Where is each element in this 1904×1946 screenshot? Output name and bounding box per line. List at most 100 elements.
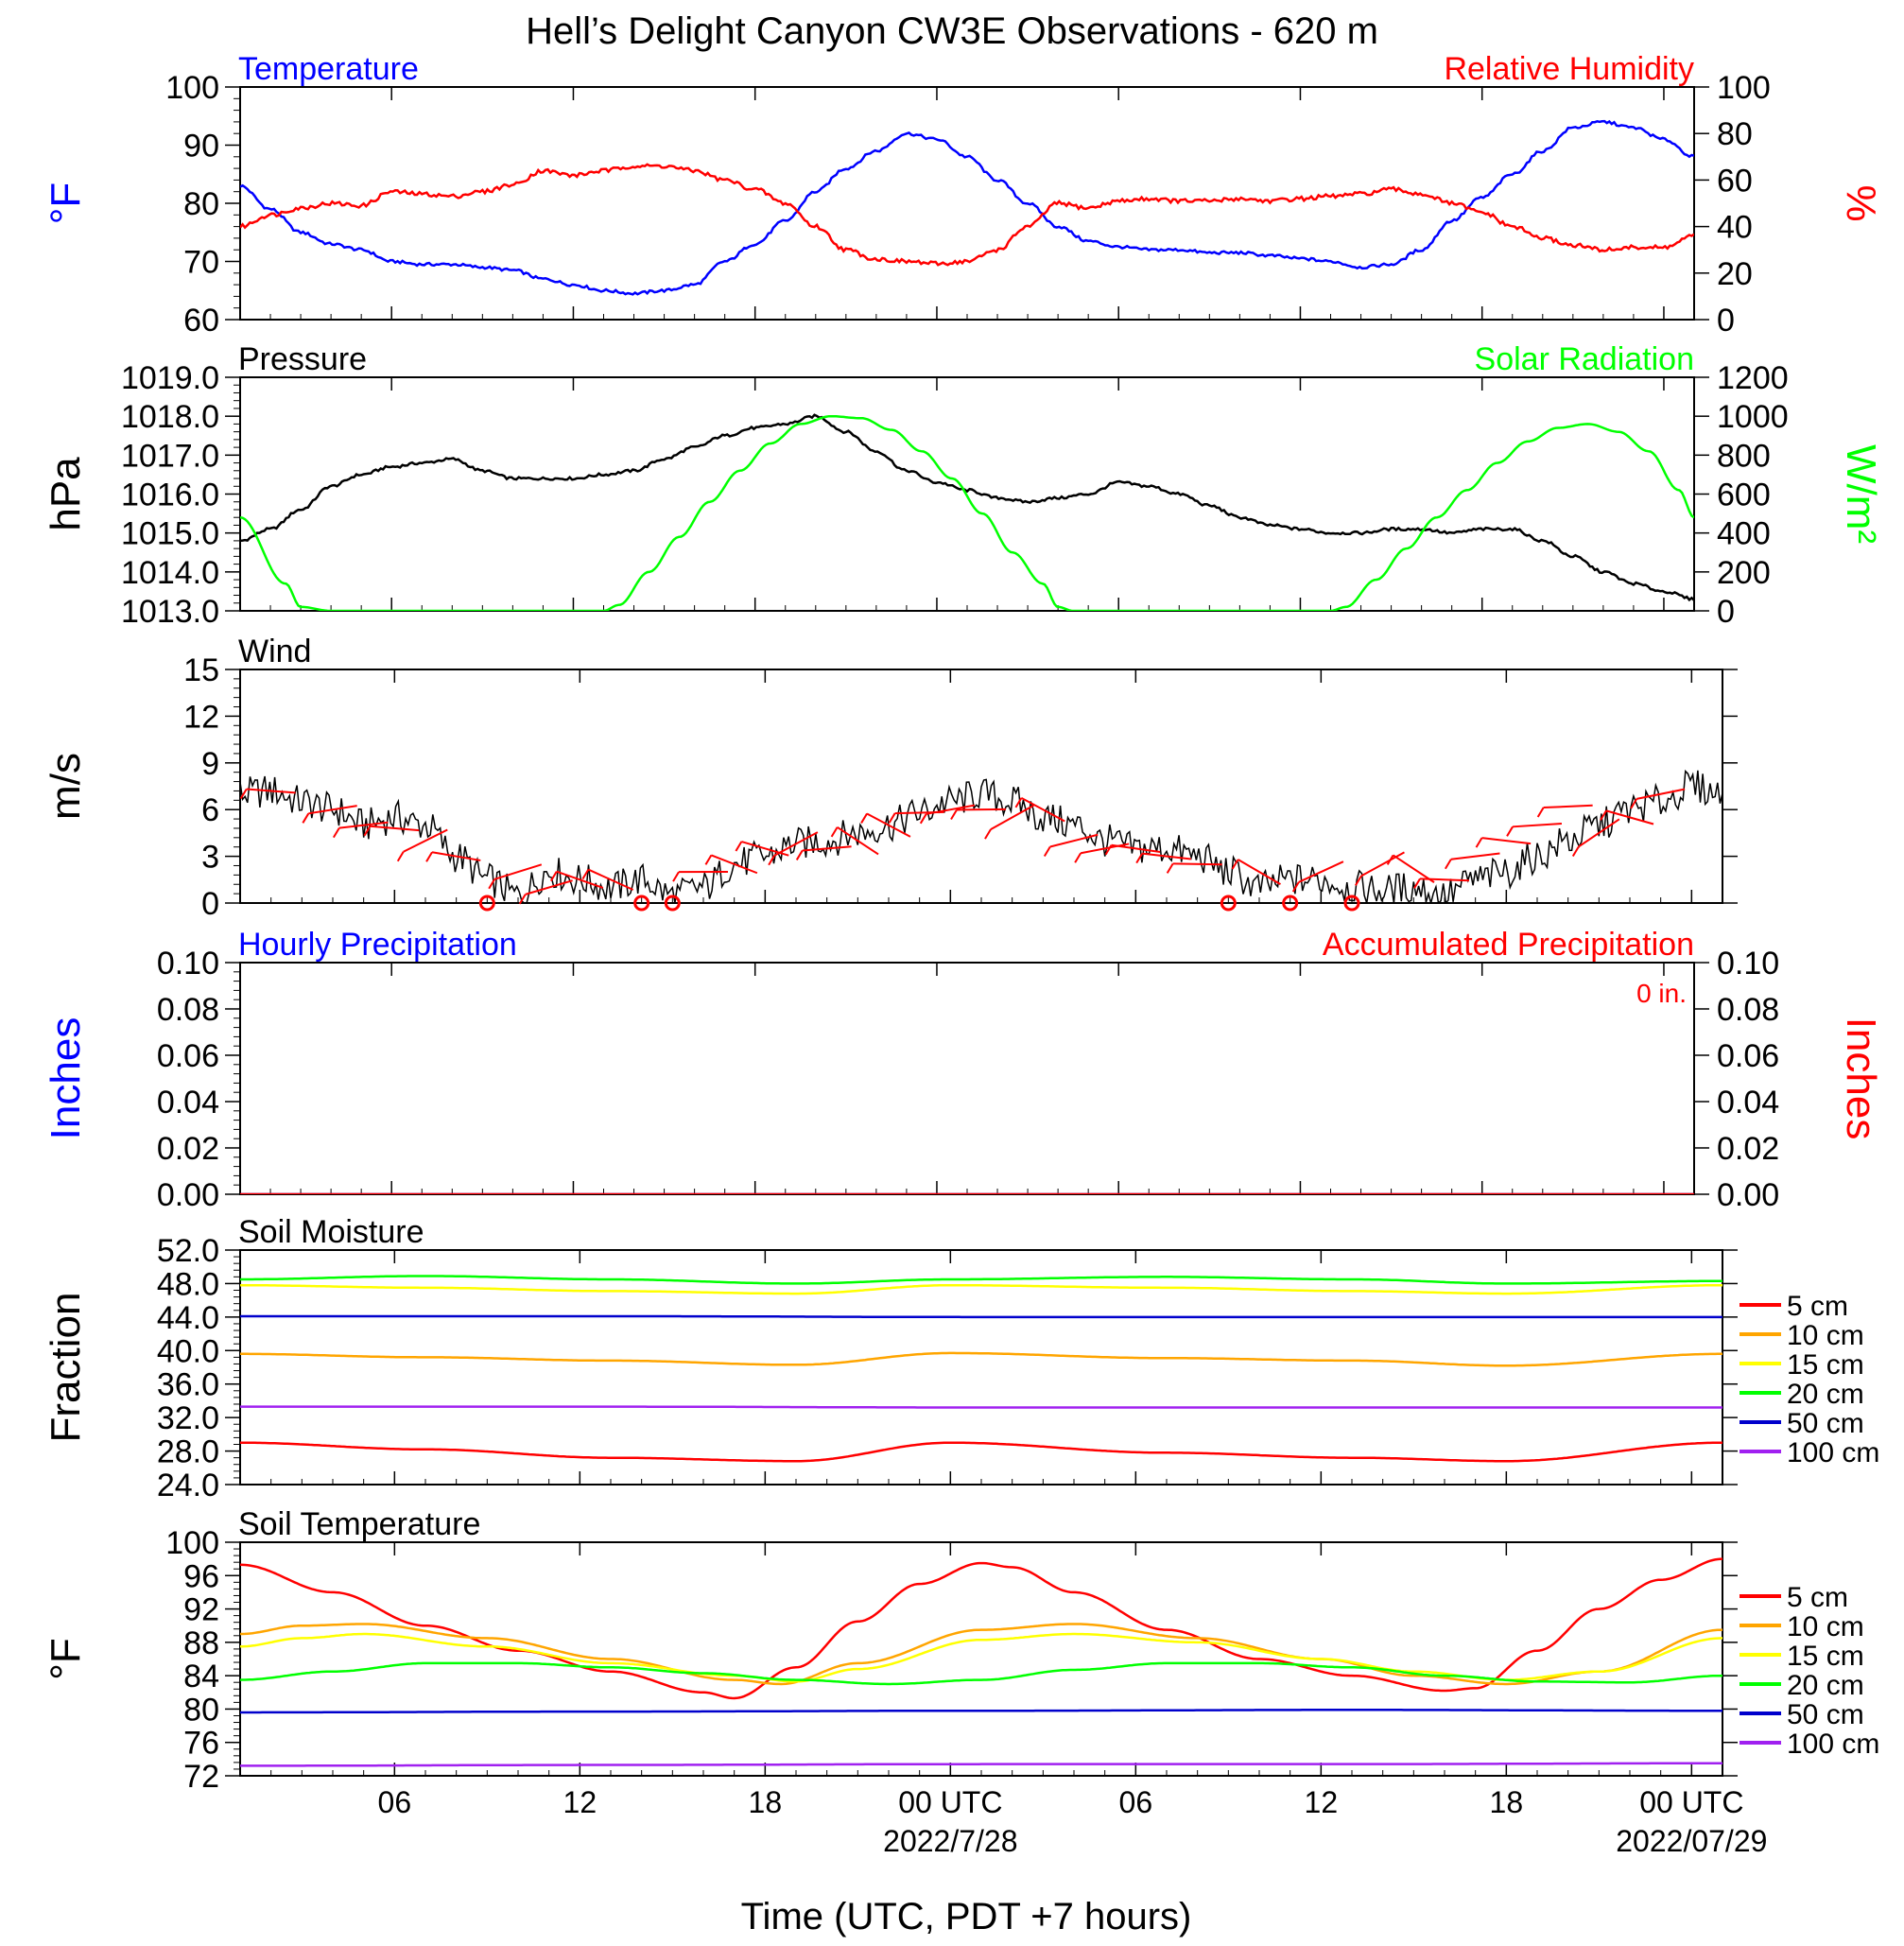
series-line-solar-radiation xyxy=(240,414,1694,611)
wind-barb-flag xyxy=(1166,862,1174,874)
wind-barb xyxy=(1080,843,1130,855)
y-axis-label: hPa xyxy=(43,457,89,531)
legend-label: 20 cm xyxy=(1787,1379,1864,1410)
y-tick-label: 60 xyxy=(183,303,219,339)
y-tick-label: 1014.0 xyxy=(121,555,219,591)
y-right-tick-label: 200 xyxy=(1717,555,1771,591)
wind-barb-flag xyxy=(396,851,405,862)
wind-barb-flag xyxy=(1355,875,1362,886)
panel-title-right: Relative Humidity xyxy=(1444,51,1694,87)
wind-barb-flag xyxy=(425,851,433,862)
y-tick-label: 0.04 xyxy=(157,1085,219,1121)
wind-barb xyxy=(1512,823,1563,828)
wind-barb-flag xyxy=(1475,837,1483,848)
wind-barb xyxy=(370,825,420,832)
wind-barb xyxy=(1578,818,1620,848)
legend-label: 5 cm xyxy=(1787,1582,1848,1613)
wind-barb xyxy=(837,826,879,856)
legend-label: 100 cm xyxy=(1787,1729,1879,1760)
panel-title-left: Soil Moisture xyxy=(238,1214,424,1250)
y-tick-label: 88 xyxy=(183,1625,219,1661)
wind-calm-circle xyxy=(1282,895,1299,912)
wind-barb-flag xyxy=(672,871,680,882)
wind-barb xyxy=(1111,843,1161,853)
y-tick-label: 9 xyxy=(201,746,219,782)
wind-barb xyxy=(1238,859,1281,886)
y-tick-label: 92 xyxy=(183,1592,219,1628)
wind-barb xyxy=(773,831,819,857)
wind-barb-flag xyxy=(1571,845,1580,857)
legend-label: 5 cm xyxy=(1787,1291,1848,1322)
panel-wind: 0 3 6 9 12 15 Wind m/s xyxy=(43,634,1738,922)
wind-barb xyxy=(1298,860,1344,883)
wind-barb-flag xyxy=(488,878,496,890)
y-right-tick-label: 80 xyxy=(1717,116,1753,152)
series-line-50-cm xyxy=(240,1314,1722,1319)
series-line-100-cm xyxy=(240,1762,1722,1767)
y-right-tick-label: 1000 xyxy=(1717,399,1789,435)
y-axis-label: °F xyxy=(43,182,89,224)
wind-barb xyxy=(1419,877,1470,882)
panel-title-right: Accumulated Precipitation xyxy=(1323,927,1694,963)
x-axis-label: Time (UTC, PDT +7 hours) xyxy=(741,1896,1192,1937)
series-line-20-cm xyxy=(240,1661,1722,1686)
wind-barb xyxy=(711,854,758,875)
y-right-tick-label: 0.10 xyxy=(1717,946,1779,982)
wind-barb-flag xyxy=(1444,859,1452,870)
y-tick-label: 1019.0 xyxy=(121,360,219,396)
y-axis-label-right: % xyxy=(1838,184,1884,221)
wind-barb-flag xyxy=(795,849,804,860)
wind-calm-circle xyxy=(664,895,681,912)
y-tick-label: 70 xyxy=(183,245,219,281)
y-tick-label: 0.08 xyxy=(157,992,219,1028)
wind-barb xyxy=(1172,862,1222,866)
wind-barb-flag xyxy=(1600,809,1607,821)
x-tick-label: 06 xyxy=(378,1785,412,1819)
panel-annotation: 0 in. xyxy=(1636,979,1687,1008)
wind-barb xyxy=(1393,854,1435,883)
y-right-tick-label: 0.02 xyxy=(1717,1131,1779,1167)
wind-barb-flag xyxy=(1104,844,1113,856)
wind-barb xyxy=(1049,833,1099,848)
legend-label: 50 cm xyxy=(1787,1408,1864,1439)
wind-barb xyxy=(525,879,573,895)
y-right-tick-label: 0.00 xyxy=(1717,1177,1779,1213)
panel-frame xyxy=(239,86,1695,321)
y-right-tick-label: 0.06 xyxy=(1717,1038,1779,1074)
panel-title-left: Wind xyxy=(238,634,311,669)
wind-barb xyxy=(866,812,911,838)
wind-barb xyxy=(1360,851,1405,877)
x-tick-label: 18 xyxy=(1490,1785,1524,1819)
panel-frame xyxy=(239,1541,1723,1777)
wind-barb xyxy=(1543,804,1593,809)
wind-barb-flag xyxy=(1630,798,1638,809)
y-tick-label: 1013.0 xyxy=(121,594,219,630)
series-line-10-cm xyxy=(240,1351,1722,1367)
wind-calm-circle xyxy=(478,895,495,912)
wind-calm-circle xyxy=(1220,895,1237,912)
x-tick-label: 00 UTC xyxy=(1639,1785,1743,1819)
wind-barb-flag xyxy=(1536,807,1545,818)
y-tick-label: 84 xyxy=(183,1659,219,1694)
series-line-10-cm xyxy=(240,1623,1722,1686)
y-tick-label: 76 xyxy=(183,1726,219,1762)
y-right-tick-label: 20 xyxy=(1717,256,1753,292)
x-axis: 06 12 18 00 UTC 06 12 18 00 UTC 2022/7/28 2022/07… xyxy=(378,1785,1768,1858)
wind-barb-flag xyxy=(830,826,839,838)
y-tick-label: 100 xyxy=(165,1525,219,1561)
wind-barb-flag xyxy=(768,855,775,866)
y-tick-label: 0.00 xyxy=(157,1177,219,1213)
wind-barb-flag xyxy=(984,828,992,840)
series-line-relative-humidity xyxy=(240,163,1694,267)
x-tick-label: 00 UTC xyxy=(898,1785,1002,1819)
x-tick-label: 12 xyxy=(1305,1785,1339,1819)
wind-barb-flag xyxy=(735,841,743,852)
wind-barb-flag xyxy=(1386,854,1394,865)
wind-barb-flag xyxy=(302,812,310,824)
y-tick-label: 6 xyxy=(201,792,219,828)
wind-barb xyxy=(403,828,448,853)
wind-barb xyxy=(1450,852,1500,860)
